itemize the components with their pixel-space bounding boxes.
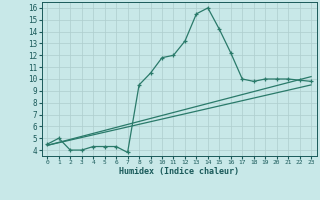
- X-axis label: Humidex (Indice chaleur): Humidex (Indice chaleur): [119, 167, 239, 176]
